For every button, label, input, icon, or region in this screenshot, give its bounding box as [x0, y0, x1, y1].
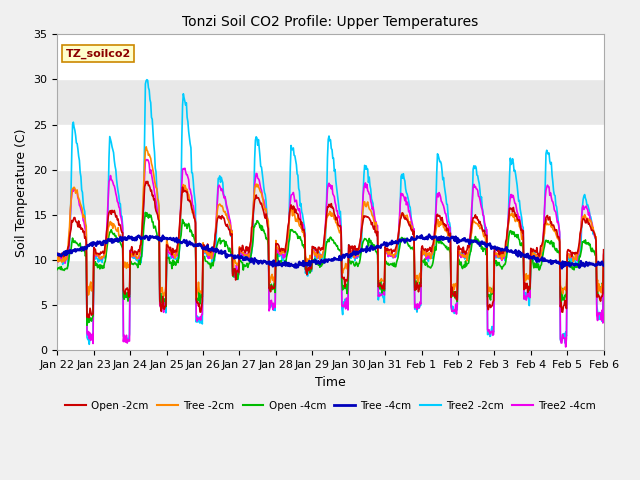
- Bar: [58, 80, 604, 125]
- Bar: [58, 125, 604, 170]
- Bar: [58, 170, 604, 215]
- Bar: [58, 215, 604, 260]
- Text: TZ_soilco2: TZ_soilco2: [65, 48, 131, 59]
- Title: Tonzi Soil CO2 Profile: Upper Temperatures: Tonzi Soil CO2 Profile: Upper Temperatur…: [182, 15, 479, 29]
- Bar: [58, 260, 604, 305]
- Legend: Open -2cm, Tree -2cm, Open -4cm, Tree -4cm, Tree2 -2cm, Tree2 -4cm: Open -2cm, Tree -2cm, Open -4cm, Tree -4…: [61, 396, 600, 415]
- X-axis label: Time: Time: [315, 376, 346, 389]
- Y-axis label: Soil Temperature (C): Soil Temperature (C): [15, 128, 28, 257]
- Bar: [58, 35, 604, 80]
- Bar: [58, 305, 604, 350]
